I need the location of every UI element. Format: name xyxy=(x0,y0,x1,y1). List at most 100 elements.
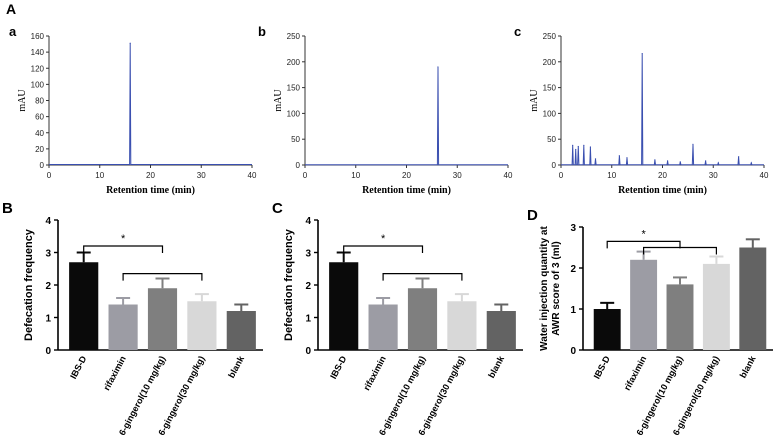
x-axis-label: Retention time (min) xyxy=(362,185,451,196)
chart-D: D 0 1 2 3 Water injection quantity atAWR scor… xyxy=(527,207,773,435)
y-tick-label: 1 xyxy=(45,314,51,325)
category-label: 6-gingerol(30 mg/kg) xyxy=(156,354,206,435)
peak-point xyxy=(575,148,577,151)
x-tick-label: 0 xyxy=(559,171,564,180)
chromatogram-trace xyxy=(49,43,252,165)
panel-label: c xyxy=(514,24,521,39)
y-tick-label: 120 xyxy=(31,64,45,73)
category-label: IBS-D xyxy=(328,354,349,381)
peak-point xyxy=(577,145,579,148)
significance-bracket xyxy=(643,246,717,255)
y-tick-label: 250 xyxy=(287,32,301,41)
bar xyxy=(108,304,138,350)
bar xyxy=(447,301,477,350)
x-tick-label: 10 xyxy=(607,171,616,180)
significance-label: * xyxy=(381,233,386,245)
category-label: rifaximin xyxy=(101,354,127,392)
chromatogram-trace xyxy=(561,53,764,166)
y-tick-label: 0 xyxy=(45,346,51,357)
bar xyxy=(593,309,621,350)
chart-a: a 0 20 40 60 80 100 120 140 160 0 10 20 30 40 Retention… xyxy=(9,24,257,196)
y-tick-label: 100 xyxy=(31,80,45,89)
x-axis-label: Retention time (min) xyxy=(618,185,707,196)
x-tick-label: 20 xyxy=(402,171,411,180)
y-axis-label: Water injection quantity atAWR score of … xyxy=(539,226,562,351)
y-tick-label: 3 xyxy=(45,249,51,260)
y-tick-label: 2 xyxy=(45,281,51,292)
bar xyxy=(407,288,438,350)
y-tick-label: 0 xyxy=(296,161,301,170)
x-tick-label: 30 xyxy=(197,171,206,180)
y-tick-label: 2 xyxy=(305,281,311,292)
category-label: 6-gingerol(10 mg/kg) xyxy=(117,354,167,435)
x-tick-label: 10 xyxy=(95,171,104,180)
x-tick-label: 20 xyxy=(658,171,667,180)
y-tick-label: 0 xyxy=(570,346,576,357)
peak-point xyxy=(705,160,707,162)
category-label: IBS-D xyxy=(68,354,89,381)
x-axis-label: Retention time (min) xyxy=(106,185,195,196)
figure-label: A xyxy=(6,1,16,17)
y-axis-label-line: AWR score of 3 (ml) xyxy=(551,241,562,335)
y-tick-label: 60 xyxy=(35,113,44,122)
y-axis-label: mAU xyxy=(17,89,28,112)
peak-point xyxy=(589,146,592,148)
y-tick-label: 100 xyxy=(543,109,557,118)
peak-point xyxy=(437,66,439,68)
peak-point xyxy=(618,155,620,157)
bar xyxy=(666,284,694,350)
y-tick-label: 50 xyxy=(547,135,556,144)
chart-B: B 0 1 2 3 4 Defecation frequency IBS-D rifaximin… xyxy=(2,200,263,435)
y-tick-label: 80 xyxy=(35,97,44,106)
y-tick-label: 4 xyxy=(45,216,51,227)
y-tick-label: 160 xyxy=(31,32,45,41)
peak-point xyxy=(641,52,643,55)
significance-label: * xyxy=(121,233,126,245)
y-tick-label: 3 xyxy=(305,249,311,260)
x-tick-label: 30 xyxy=(453,171,462,180)
bar xyxy=(739,247,767,350)
category-label: rifaximin xyxy=(622,354,648,392)
x-tick-label: 30 xyxy=(709,171,718,180)
peak-point xyxy=(679,161,681,163)
y-tick-label: 100 xyxy=(287,109,301,118)
bar xyxy=(486,311,516,350)
y-tick-label: 40 xyxy=(35,129,44,138)
y-tick-label: 150 xyxy=(543,84,557,93)
bar xyxy=(147,288,178,350)
x-tick-label: 40 xyxy=(504,171,513,180)
category-label: blank xyxy=(486,353,506,379)
y-tick-label: 50 xyxy=(291,135,300,144)
x-tick-label: 10 xyxy=(351,171,360,180)
bar xyxy=(226,311,256,350)
peak-point xyxy=(572,144,574,146)
y-tick-label: 1 xyxy=(570,305,576,316)
y-tick-label: 200 xyxy=(543,58,557,67)
chromatogram-trace xyxy=(305,66,508,166)
peak-point xyxy=(666,160,669,162)
chart-c: c 0 50 100 150 200 250 0 10 20 30 40 Retention time … xyxy=(514,24,769,196)
peak-point xyxy=(654,159,656,161)
chart-C: C 0 1 2 3 4 Defecation frequency IBS-D rifaximin… xyxy=(272,200,523,435)
y-tick-label: 0 xyxy=(40,161,45,170)
y-tick-label: 4 xyxy=(305,216,311,227)
significance-label: * xyxy=(641,228,646,240)
chart-b: b 0 50 100 150 200 250 0 10 20 30 40 Retention time … xyxy=(258,24,513,196)
significance-bracket xyxy=(122,273,203,281)
y-axis-label: Defecation frequency xyxy=(283,228,295,341)
y-tick-label: 20 xyxy=(35,145,44,154)
x-tick-label: 40 xyxy=(248,171,257,180)
bar xyxy=(368,304,398,350)
x-tick-label: 0 xyxy=(47,171,52,180)
peak-point xyxy=(717,162,719,164)
panel-label: a xyxy=(9,24,17,39)
y-axis-label: mAU xyxy=(529,89,540,112)
y-tick-label: 2 xyxy=(570,264,576,275)
y-tick-label: 0 xyxy=(305,346,311,357)
significance-bracket xyxy=(83,245,164,253)
panel-label: D xyxy=(527,207,538,224)
bar xyxy=(69,262,99,350)
panel-label: C xyxy=(272,200,283,217)
y-axis-label: mAU xyxy=(273,89,284,112)
peak-point xyxy=(594,158,597,160)
